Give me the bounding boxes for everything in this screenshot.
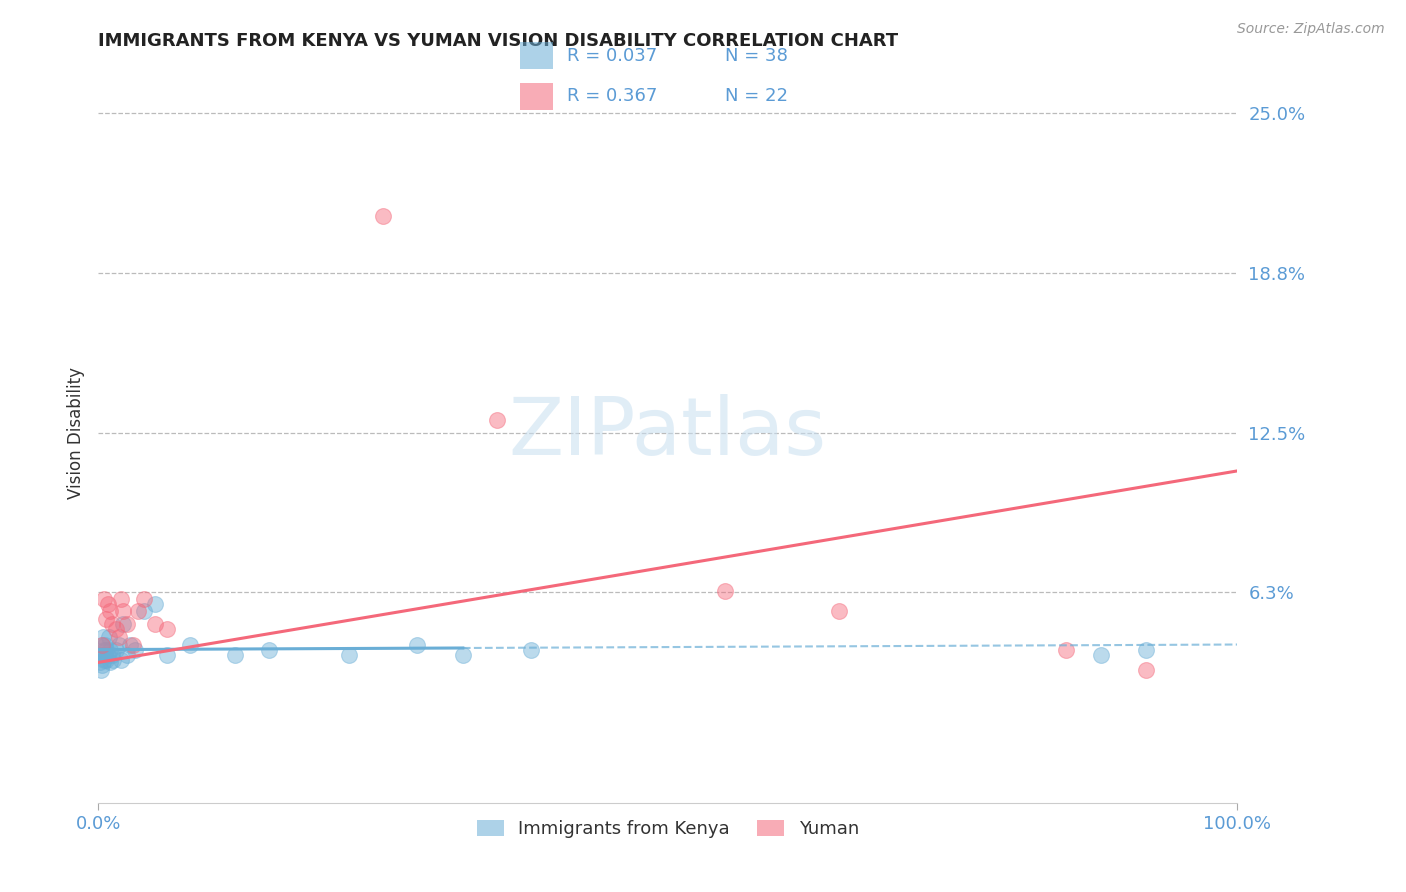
Point <box>145 617 167 632</box>
Point <box>127 604 149 618</box>
Point <box>96 642 118 657</box>
Point <box>259 642 281 657</box>
Point <box>101 648 124 662</box>
Point <box>486 413 509 427</box>
Point <box>520 642 543 657</box>
Bar <box>520 83 554 110</box>
Point <box>108 638 131 652</box>
Bar <box>520 42 554 69</box>
Point <box>115 617 138 632</box>
Point <box>179 638 201 652</box>
Point <box>132 591 155 606</box>
Point <box>115 648 138 662</box>
Point <box>94 638 117 652</box>
Point <box>1135 642 1157 657</box>
Point <box>91 648 114 662</box>
Point <box>110 653 132 667</box>
Point <box>156 648 179 662</box>
Point <box>104 642 127 657</box>
Point <box>98 604 121 618</box>
Point <box>93 653 115 667</box>
Point <box>112 604 135 618</box>
Point <box>337 648 360 662</box>
Point <box>89 656 111 670</box>
Point <box>90 648 112 662</box>
Point <box>90 663 112 677</box>
Point <box>101 617 124 632</box>
Point <box>124 642 146 657</box>
Text: Source: ZipAtlas.com: Source: ZipAtlas.com <box>1237 22 1385 37</box>
Point <box>93 591 115 606</box>
Point <box>1090 648 1112 662</box>
Point <box>406 638 429 652</box>
Point <box>714 583 737 598</box>
Point <box>1054 642 1078 657</box>
Point <box>132 604 155 618</box>
Point <box>121 638 143 652</box>
Text: R = 0.367: R = 0.367 <box>567 87 657 105</box>
Point <box>828 604 851 618</box>
Point <box>96 597 118 611</box>
Point <box>98 656 121 670</box>
Text: N = 22: N = 22 <box>725 87 789 105</box>
Point <box>93 642 115 657</box>
Text: R = 0.037: R = 0.037 <box>567 46 657 65</box>
Point <box>110 591 132 606</box>
Text: ZIPatlas: ZIPatlas <box>509 393 827 472</box>
Point <box>90 657 112 672</box>
Point <box>120 638 142 652</box>
Text: IMMIGRANTS FROM KENYA VS YUMAN VISION DISABILITY CORRELATION CHART: IMMIGRANTS FROM KENYA VS YUMAN VISION DI… <box>98 32 898 50</box>
Point <box>91 630 114 644</box>
Point <box>145 597 167 611</box>
Point <box>224 648 246 662</box>
Point <box>1135 663 1157 677</box>
Point <box>96 648 118 662</box>
Point <box>94 648 117 662</box>
Point <box>112 617 135 632</box>
Point <box>156 622 179 636</box>
Point <box>108 630 131 644</box>
Point <box>90 638 112 652</box>
Y-axis label: Vision Disability: Vision Disability <box>66 367 84 499</box>
Point <box>96 612 118 626</box>
Point <box>451 648 474 662</box>
Point <box>103 653 125 667</box>
Legend: Immigrants from Kenya, Yuman: Immigrants from Kenya, Yuman <box>470 813 866 846</box>
Point <box>98 642 121 657</box>
Point <box>96 653 118 667</box>
Point <box>90 638 112 652</box>
Point <box>104 622 127 636</box>
Text: N = 38: N = 38 <box>725 46 789 65</box>
Point <box>371 209 394 223</box>
Point <box>97 630 120 644</box>
